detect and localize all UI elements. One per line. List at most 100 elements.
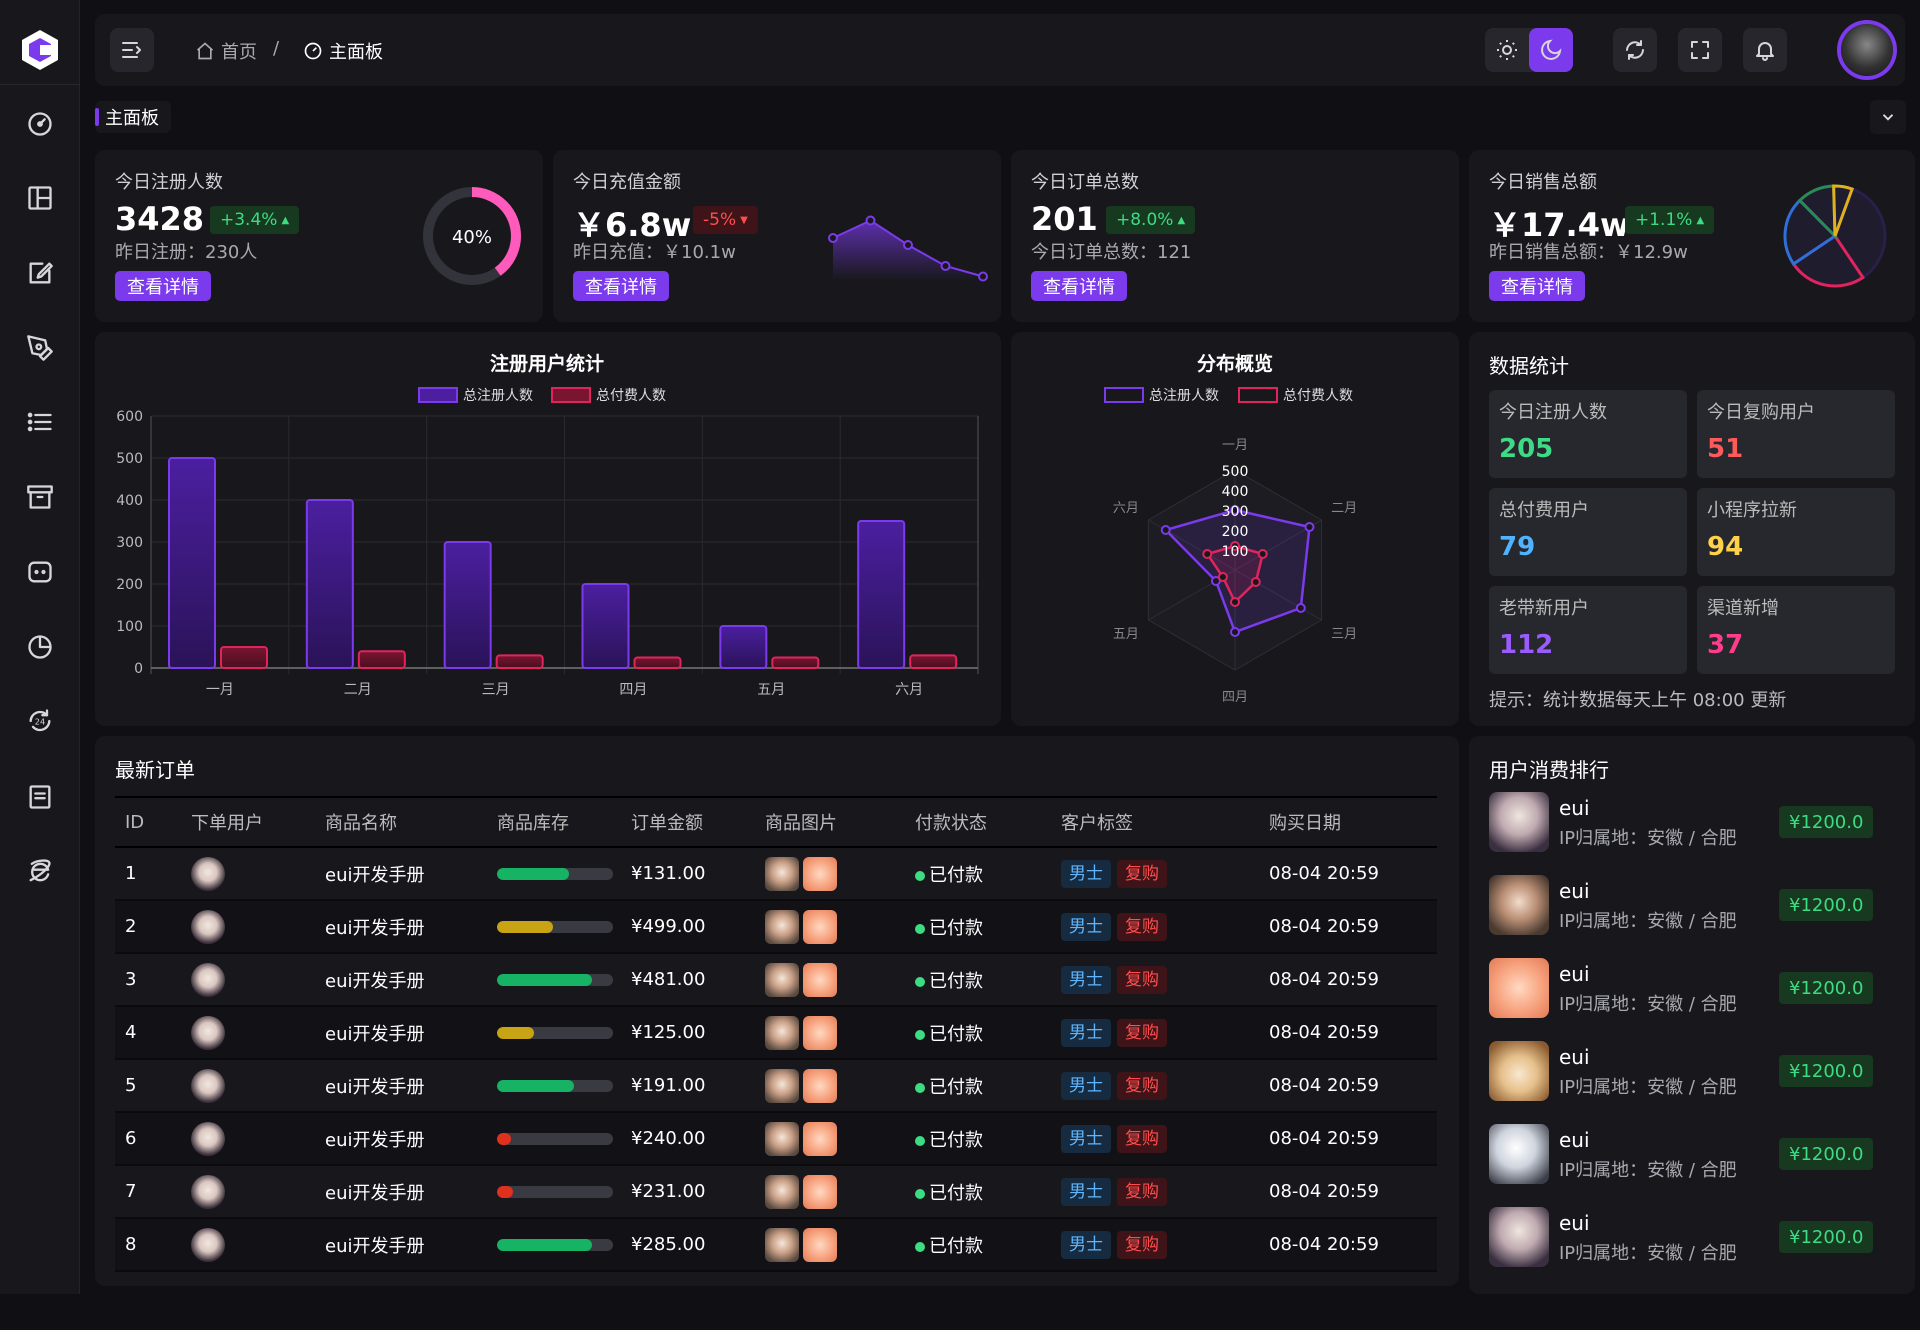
order-amount: ¥285.00 — [621, 1218, 755, 1272]
sidebar-item-message[interactable] — [16, 548, 64, 596]
table-row[interactable]: 4 eui开发手册 ¥125.00 已付款 男士 复购 08-04 20:59 — [115, 1006, 1437, 1060]
order-id: 6 — [115, 1112, 181, 1166]
product-image[interactable] — [765, 962, 799, 997]
product-image[interactable] — [803, 909, 837, 944]
sidebar-item-layout[interactable] — [16, 174, 64, 222]
user-avatar — [191, 1174, 225, 1209]
table-row[interactable]: 3 eui开发手册 ¥481.00 已付款 男士 复购 08-04 20:59 — [115, 953, 1437, 1007]
table-row[interactable]: 7 eui开发手册 ¥231.00 已付款 男士 复购 08-04 20:59 — [115, 1165, 1437, 1219]
gauge-ring: 40% — [423, 187, 521, 285]
ranking-item[interactable]: eui IP归属地：安徽 / 合肥 ¥1200.0 — [1489, 1207, 1899, 1273]
table-row[interactable]: 2 eui开发手册 ¥499.00 已付款 男士 复购 08-04 20:59 — [115, 900, 1437, 954]
gauge-icon — [304, 42, 322, 60]
notification-button[interactable] — [1743, 28, 1787, 72]
customer-tag: 男士 — [1061, 1230, 1111, 1259]
sidebar-item-24h[interactable]: 24 — [16, 697, 64, 745]
collapse-sidebar-button[interactable] — [110, 28, 154, 72]
radar-point — [1202, 549, 1213, 559]
sidebar-item-document[interactable] — [16, 773, 64, 821]
kpi-value: 201 — [1031, 200, 1098, 238]
customer-tag: 男士 — [1061, 1177, 1111, 1206]
radar-point — [1304, 522, 1315, 532]
ranking-item[interactable]: eui IP归属地：安徽 / 合肥 ¥1200.0 — [1489, 1041, 1899, 1107]
ranking-item[interactable]: eui IP归属地：安徽 / 合肥 ¥1200.0 — [1489, 875, 1899, 941]
product-image[interactable] — [803, 1121, 837, 1156]
table-row[interactable]: 8 eui开发手册 ¥285.00 已付款 男士 复购 08-04 20:59 — [115, 1218, 1437, 1272]
user-avatar — [1489, 875, 1549, 935]
breadcrumb-home[interactable]: 首页 — [195, 38, 257, 64]
fullscreen-icon — [1691, 41, 1709, 59]
payment-status: 已付款 — [929, 1023, 983, 1045]
status-dot — [915, 1029, 925, 1040]
radar-tick-label: 100 — [1222, 544, 1249, 560]
product-image[interactable] — [765, 856, 799, 891]
product-image[interactable] — [803, 962, 837, 997]
view-details-button[interactable]: 查看详情 — [1031, 271, 1127, 301]
product-image[interactable] — [765, 1068, 799, 1103]
product-image[interactable] — [803, 1174, 837, 1209]
tab-dashboard[interactable]: 主面板 — [95, 101, 171, 133]
fullscreen-button[interactable] — [1678, 28, 1722, 72]
legend-label-paid: 总付费人数 — [1283, 388, 1353, 404]
stat-value: 37 — [1707, 630, 1744, 660]
kpi-trend-badge: +1.1% ▲ — [1625, 206, 1715, 234]
sidebar-item-list[interactable] — [16, 398, 64, 446]
ranking-item[interactable]: eui IP归属地：安徽 / 合肥 ¥1200.0 — [1489, 792, 1899, 858]
column-header: 下单用户 — [191, 813, 263, 834]
stat-box: 总付费用户 79 — [1489, 488, 1687, 576]
tab-dropdown-button[interactable] — [1870, 100, 1906, 134]
refresh-button[interactable] — [1613, 28, 1657, 72]
user-location: IP归属地：安徽 / 合肥 — [1559, 1243, 1737, 1264]
status-dot — [915, 870, 925, 881]
product-image[interactable] — [765, 1174, 799, 1209]
dark-theme-button[interactable] — [1529, 28, 1573, 72]
spend-amount: ¥1200.0 — [1779, 1055, 1874, 1087]
sidebar-item-edit[interactable] — [16, 249, 64, 297]
table-row[interactable]: 5 eui开发手册 ¥191.00 已付款 男士 复购 08-04 20:59 — [115, 1059, 1437, 1113]
stat-label: 总付费用户 — [1499, 500, 1589, 521]
theme-switch[interactable] — [1485, 28, 1573, 72]
stat-value: 79 — [1499, 532, 1536, 562]
customer-tag: 复购 — [1117, 1230, 1167, 1259]
sidebar-item-chart[interactable] — [16, 623, 64, 671]
view-details-button[interactable]: 查看详情 — [115, 271, 211, 301]
view-details-button[interactable]: 查看详情 — [1489, 271, 1585, 301]
purchase-date: 08-04 20:59 — [1259, 1112, 1437, 1166]
trend-up-icon: ▲ — [281, 214, 290, 226]
order-id: 3 — [115, 953, 181, 1007]
view-details-button[interactable]: 查看详情 — [573, 271, 669, 301]
bar-registered — [305, 499, 354, 669]
product-image[interactable] — [803, 1068, 837, 1103]
radar-point — [1230, 597, 1240, 607]
sidebar-item-browser[interactable] — [16, 848, 64, 896]
list-icon — [27, 412, 52, 432]
ranking-item[interactable]: eui IP归属地：安徽 / 合肥 ¥1200.0 — [1489, 1124, 1899, 1190]
product-image[interactable] — [803, 856, 837, 891]
product-name: eui开发手册 — [315, 1006, 487, 1060]
radar-tick-label: 400 — [1222, 484, 1249, 500]
radar-tick-label: 500 — [1222, 464, 1249, 480]
user-avatar[interactable] — [1841, 24, 1893, 76]
sidebar-item-design[interactable] — [16, 324, 64, 372]
sparkline-point — [865, 215, 876, 226]
order-amount: ¥499.00 — [621, 900, 755, 954]
table-row[interactable]: 6 eui开发手册 ¥240.00 已付款 男士 复购 08-04 20:59 — [115, 1112, 1437, 1166]
stat-label: 老带新用户 — [1499, 598, 1589, 619]
stat-value: 205 — [1499, 434, 1554, 464]
light-theme-button[interactable] — [1485, 28, 1529, 72]
bell-icon — [1756, 42, 1774, 61]
ranking-item[interactable]: eui IP归属地：安徽 / 合肥 ¥1200.0 — [1489, 958, 1899, 1024]
product-image[interactable] — [803, 1227, 837, 1262]
purchase-date: 08-04 20:59 — [1259, 847, 1437, 901]
product-image[interactable] — [765, 909, 799, 944]
sidebar-item-dashboard[interactable] — [16, 100, 64, 148]
stock-bar — [497, 1080, 613, 1092]
table-row[interactable]: 1 eui开发手册 ¥131.00 已付款 男士 复购 08-04 20:59 — [115, 847, 1437, 901]
product-image[interactable] — [765, 1015, 799, 1050]
legend-label-registered: 总注册人数 — [463, 388, 533, 404]
sidebar-item-archive[interactable] — [16, 473, 64, 521]
product-image[interactable] — [765, 1121, 799, 1156]
product-image[interactable] — [765, 1227, 799, 1262]
product-image[interactable] — [803, 1015, 837, 1050]
radar-tick-label: 200 — [1222, 524, 1249, 540]
